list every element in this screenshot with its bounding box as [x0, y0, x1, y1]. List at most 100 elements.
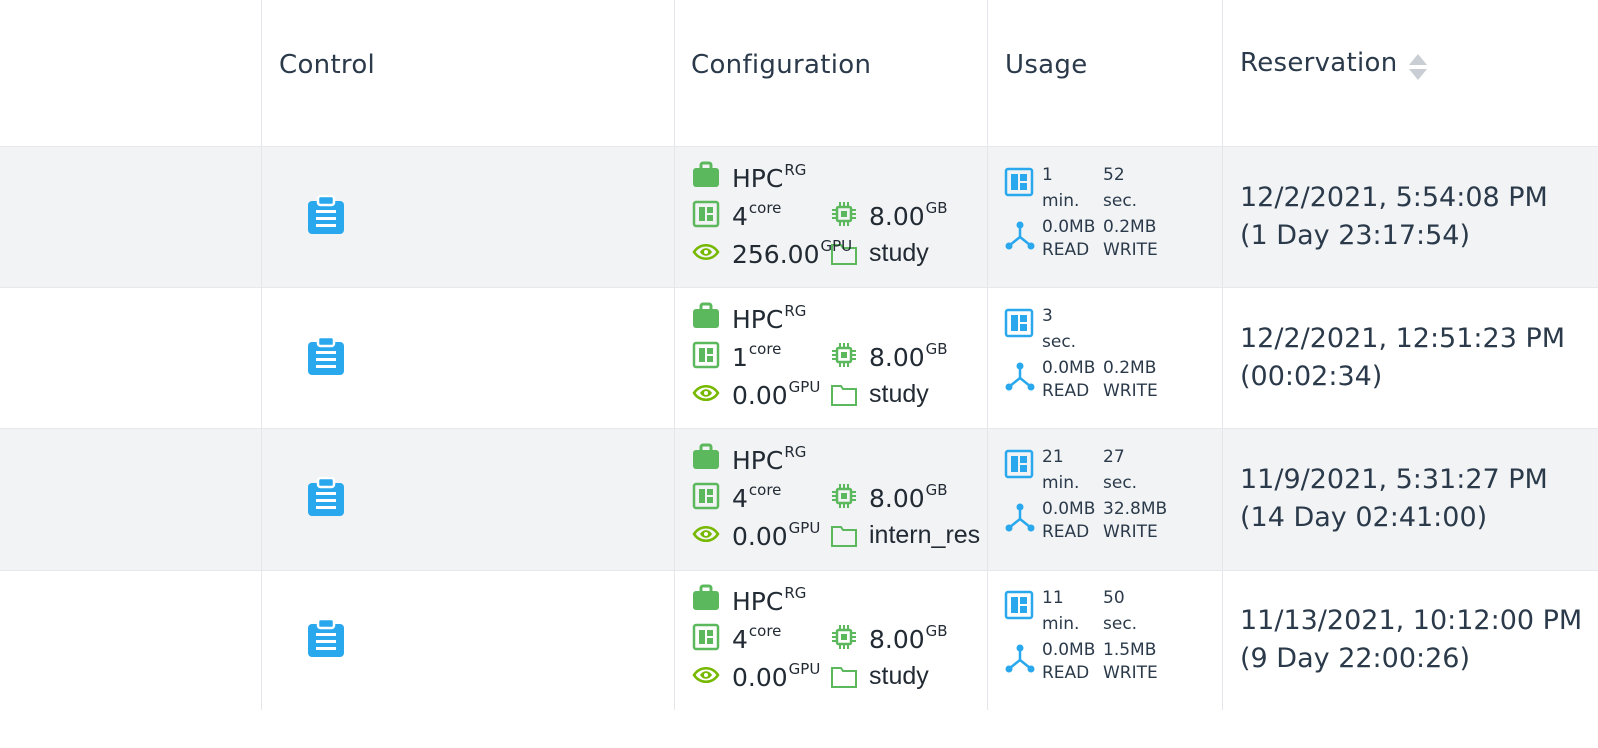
column-header-usage: Usage — [1005, 50, 1088, 80]
usage-time-1-unit: min. — [1042, 191, 1080, 211]
memory-size: 8.00GB — [869, 481, 948, 513]
gpu-allocation: 256.00GPU — [732, 237, 853, 269]
io-write-value: 0.2MB — [1103, 358, 1157, 378]
cpu-core-icon — [692, 482, 720, 510]
cpu-core-icon — [692, 200, 720, 228]
configuration-cell: HPCRG 4core 8.00GB — [692, 584, 986, 709]
io-write-label: WRITE — [1103, 522, 1158, 542]
memory-size: 8.00GB — [869, 199, 948, 231]
nvidia-gpu-icon — [692, 667, 720, 683]
memory-size: 8.00GB — [869, 340, 948, 372]
cpu-time-icon — [1004, 449, 1034, 479]
reservation-cell: 11/9/2021, 5:31:27 PM (14 Day 02:41:00) — [1240, 461, 1548, 537]
usage-cell: 11 min. 50 sec. 0.0MB READ 1.5MB WRITE — [1004, 588, 1220, 708]
io-write-label: WRITE — [1103, 663, 1158, 683]
reservation-date: 12/2/2021, 12:51:23 PM — [1240, 323, 1566, 354]
reservation-cell: 11/13/2021, 10:12:00 PM (9 Day 22:00:26) — [1240, 602, 1582, 678]
project-folder: study — [869, 380, 929, 408]
memory-chip-icon — [832, 625, 856, 649]
gpu-allocation: 0.00GPU — [732, 378, 821, 410]
usage-cell: 1 min. 52 sec. 0.0MB READ 0.2MB WRITE — [1004, 165, 1220, 285]
column-header-configuration: Configuration — [691, 50, 872, 80]
table-row: HPCRG 4core 8.00GB — [0, 147, 1598, 288]
usage-time-1: 3 — [1042, 306, 1053, 326]
io-write-value: 32.8MB — [1103, 499, 1168, 519]
usage-time-2: 50 — [1103, 588, 1125, 608]
folder-icon — [831, 244, 857, 265]
sort-icon[interactable] — [1408, 52, 1428, 82]
logs-clipboard-icon[interactable] — [306, 195, 346, 235]
usage-cell: 21 min. 27 sec. 0.0MB READ 32.8MB WRITE — [1004, 447, 1220, 567]
reservation-elapsed: (14 Day 02:41:00) — [1240, 502, 1488, 533]
io-read-value: 0.0MB — [1042, 217, 1096, 237]
io-read-value: 0.0MB — [1042, 640, 1096, 660]
usage-time-2-unit: sec. — [1103, 191, 1138, 211]
memory-chip-icon — [832, 343, 856, 367]
cpu-cores: 1core — [732, 340, 782, 372]
logs-clipboard-icon[interactable] — [306, 618, 346, 658]
cpu-cores: 4core — [732, 481, 782, 513]
table-row: HPCRG 1core 8.00GB — [0, 288, 1598, 429]
row-background — [0, 429, 1598, 570]
resource-group: HPCRG — [732, 302, 807, 334]
cpu-time-icon — [1004, 308, 1034, 338]
reservation-cell: 12/2/2021, 5:54:08 PM (1 Day 23:17:54) — [1240, 179, 1548, 255]
usage-time-1: 21 — [1042, 447, 1064, 467]
resource-group: HPCRG — [732, 161, 807, 193]
table-row: HPCRG 4core 8.00GB — [0, 570, 1598, 711]
reservation-date: 11/13/2021, 10:12:00 PM — [1240, 605, 1583, 636]
resource-group-icon — [693, 584, 719, 610]
usage-time-2-unit: sec. — [1103, 473, 1138, 493]
folder-icon — [831, 667, 857, 688]
io-write-value: 0.2MB — [1103, 217, 1157, 237]
cpu-core-icon — [692, 623, 720, 651]
logs-clipboard-icon[interactable] — [306, 336, 346, 376]
io-fork-icon — [1005, 644, 1035, 673]
configuration-cell: HPCRG 4core 8.00GB — [692, 161, 986, 286]
io-read-label: READ — [1042, 240, 1090, 260]
usage-time-2-unit: sec. — [1103, 614, 1138, 634]
usage-time-2: 27 — [1103, 447, 1125, 467]
project-folder: study — [869, 239, 929, 267]
reservation-elapsed: (1 Day 23:17:54) — [1240, 220, 1470, 251]
reservation-elapsed: (00:02:34) — [1240, 361, 1383, 392]
resource-group-icon — [693, 161, 719, 187]
cpu-time-icon — [1004, 167, 1034, 197]
logs-clipboard-icon[interactable] — [306, 477, 346, 517]
table-row: HPCRG 4core 8.00GB — [0, 429, 1598, 570]
configuration-cell: HPCRG 4core 8.00GB — [692, 443, 986, 568]
cpu-core-icon — [692, 341, 720, 369]
reservation-date: 12/2/2021, 5:54:08 PM — [1240, 182, 1548, 213]
io-fork-icon — [1005, 503, 1035, 532]
table-header: Control Configuration Usage Reservation — [0, 0, 1598, 146]
column-header-control: Control — [279, 50, 376, 80]
reservation-date: 11/9/2021, 5:31:27 PM — [1240, 464, 1548, 495]
column-header-reservation[interactable]: Reservation — [1240, 48, 1398, 78]
row-background — [0, 147, 1598, 287]
resource-group-icon — [693, 443, 719, 469]
folder-icon — [831, 385, 857, 406]
configuration-cell: HPCRG 1core 8.00GB — [692, 302, 986, 427]
io-fork-icon — [1005, 221, 1035, 250]
io-read-value: 0.0MB — [1042, 499, 1096, 519]
io-read-label: READ — [1042, 381, 1090, 401]
resource-group-icon — [693, 302, 719, 328]
memory-chip-icon — [832, 484, 856, 508]
usage-time-1-unit: min. — [1042, 614, 1080, 634]
io-write-label: WRITE — [1103, 240, 1158, 260]
gpu-allocation: 0.00GPU — [732, 660, 821, 692]
resource-group: HPCRG — [732, 584, 807, 616]
table-grid — [0, 0, 1598, 710]
folder-icon — [831, 526, 857, 547]
io-read-label: READ — [1042, 663, 1090, 683]
nvidia-gpu-icon — [692, 526, 720, 542]
reservation-elapsed: (9 Day 22:00:26) — [1240, 643, 1470, 674]
cpu-time-icon — [1004, 590, 1034, 620]
memory-chip-icon — [832, 202, 856, 226]
gpu-allocation: 0.00GPU — [732, 519, 821, 551]
usage-time-1-unit: min. — [1042, 473, 1080, 493]
reservation-cell: 12/2/2021, 12:51:23 PM (00:02:34) — [1240, 320, 1565, 396]
cpu-cores: 4core — [732, 622, 782, 654]
io-fork-icon — [1005, 362, 1035, 391]
resource-group: HPCRG — [732, 443, 807, 475]
